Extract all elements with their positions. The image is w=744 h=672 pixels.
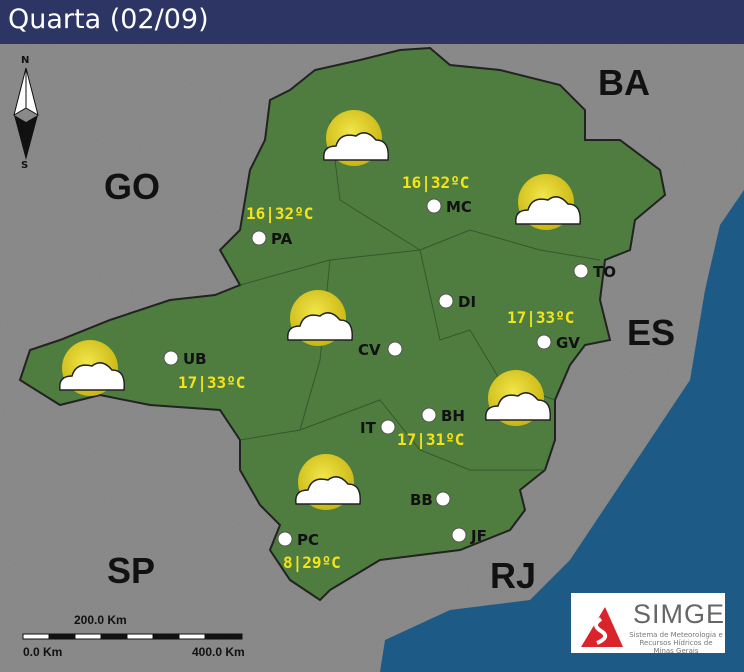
city-label: CV (358, 341, 381, 359)
state-label: SP (107, 550, 156, 591)
city-label: IT (360, 419, 376, 437)
simge-logo: SIMGE Sistema de Meteorologia e Recursos… (571, 593, 726, 655)
city-label: DI (458, 293, 477, 311)
temp-label: 16|32ºC (246, 204, 314, 223)
city-label: BH (441, 407, 465, 425)
city-label: UB (183, 350, 207, 368)
logo-mark-icon (581, 607, 623, 647)
title-bar: Quarta (02/09) (0, 0, 744, 44)
scale-mid-label: 200.0 Km (74, 613, 127, 627)
temp-label: 17|31ºC (397, 430, 465, 449)
state-label: BA (598, 62, 650, 103)
city-label: TO (593, 263, 616, 281)
temp-label: 17|33ºC (178, 373, 246, 392)
city-label: PA (271, 230, 293, 248)
temp-label: 16|32ºC (402, 173, 470, 192)
temp-label: 8|29ºC (283, 553, 341, 572)
state-label: GO (104, 166, 161, 207)
ocean (380, 190, 744, 672)
city-label: GV (556, 334, 580, 352)
logo-name: SIMGE (633, 599, 726, 629)
compass-south: S (21, 160, 29, 171)
city-label: BB (410, 491, 433, 509)
city-label: PC (297, 531, 320, 549)
scale-bar (22, 633, 243, 640)
state-label: RJ (490, 555, 537, 596)
city-markers (163, 198, 589, 547)
state-label: ES (627, 312, 676, 353)
scale-start-label: 0.0 Km (23, 645, 63, 659)
temp-label: 17|33ºC (507, 308, 575, 327)
city-label: JF (471, 527, 487, 545)
logo-subtitle: Sistema de Meteorologia e Recursos Hídri… (629, 631, 723, 655)
compass-icon (13, 67, 39, 160)
page-title: Quarta (02/09) (8, 4, 209, 35)
compass-north: N (21, 55, 30, 66)
scale-end-label: 400.0 Km (192, 645, 245, 659)
city-label: MC (446, 198, 472, 216)
